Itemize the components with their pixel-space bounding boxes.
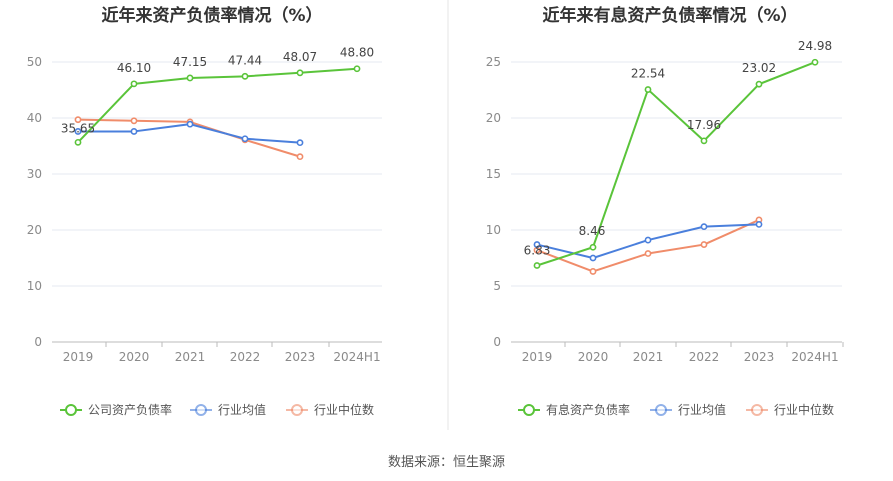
x-tick-label: 2020 [578, 350, 609, 364]
legend-item-avg: 行业均值 [650, 402, 726, 417]
data-label: 48.80 [340, 46, 374, 60]
legend-swatch-marker [523, 404, 535, 416]
data-label: 47.15 [173, 55, 207, 69]
y-tick-label: 25 [486, 55, 501, 69]
y-tick-label: 0 [493, 335, 501, 349]
data-label: 48.07 [283, 50, 317, 64]
data-point-company [186, 74, 194, 82]
legend-label: 行业中位数 [314, 402, 374, 417]
data-label: 35.65 [61, 121, 95, 135]
series-line-median [536, 219, 760, 273]
x-tick-label: 2024H1 [333, 350, 380, 364]
y-tick-label: 15 [486, 167, 501, 181]
data-point-company [644, 86, 652, 93]
data-point-median [74, 116, 82, 124]
data-point-company [241, 72, 249, 80]
x-tick-label: 2022 [230, 350, 261, 364]
data-point-avg [130, 128, 138, 135]
data-point-avg [700, 223, 708, 231]
legend-label: 行业均值 [218, 402, 266, 417]
x-tick-label: 2019 [522, 350, 553, 364]
x-tick-label: 2019 [63, 350, 94, 364]
legend-label: 行业均值 [678, 402, 726, 417]
data-point-company [700, 137, 708, 145]
chart-title: 近年来资产负债率情况（%） [101, 5, 322, 26]
y-tick-label: 40 [27, 111, 42, 125]
data-label: 47.44 [228, 53, 262, 67]
data-point-company [811, 58, 819, 66]
legend-swatch-marker [655, 404, 667, 416]
data-point-company [353, 65, 361, 73]
data-label: 17.96 [687, 118, 721, 132]
data-point-company [74, 138, 82, 146]
data-label: 24.98 [798, 39, 832, 53]
data-point-avg [241, 135, 249, 143]
data-point-company [755, 80, 763, 88]
data-point-median [700, 241, 708, 248]
data-point-company [296, 69, 304, 77]
data-point-company [533, 262, 541, 269]
data-point-median [589, 268, 597, 275]
y-tick-label: 0 [34, 335, 42, 349]
legend-swatch-marker [291, 404, 303, 416]
y-tick-label: 10 [486, 223, 501, 237]
data-point-avg [755, 220, 763, 228]
data-point-company [589, 243, 597, 251]
data-point-avg [589, 254, 597, 262]
data-label: 23.02 [742, 61, 776, 75]
y-tick-label: 10 [27, 279, 42, 293]
x-tick-label: 2020 [119, 350, 150, 364]
legend-label: 有息资产负债率 [546, 402, 630, 417]
data-point-avg [533, 241, 541, 248]
data-point-median [130, 117, 138, 125]
legend-label: 公司资产负债率 [88, 402, 172, 417]
x-tick-label: 2023 [744, 350, 775, 364]
legend-item-median: 行业中位数 [746, 402, 834, 417]
legend-item-avg: 行业均值 [190, 402, 266, 417]
legend-swatch-marker [751, 404, 763, 416]
left-chart: 近年来资产负债率情况（%） 0 10 20 30 40 50 2019 2020 2021 2022… [27, 5, 382, 417]
legend-swatch-marker [65, 404, 77, 416]
data-point-median [644, 250, 652, 257]
data-label: 6.83 [524, 244, 551, 258]
source-note: 数据来源：恒生聚源 [387, 455, 505, 470]
data-point-avg [296, 139, 304, 147]
x-tick-label: 2023 [285, 350, 316, 364]
x-tick-label: 2021 [175, 350, 206, 364]
x-tick-label: 2024H1 [791, 350, 838, 364]
data-point-avg [644, 236, 652, 244]
x-tick-label: 2022 [689, 350, 720, 364]
data-point-company [130, 80, 138, 88]
data-point-median [296, 153, 304, 161]
y-tick-label: 50 [27, 55, 42, 69]
series-line-company [77, 67, 358, 144]
legend-item-company: 有息资产负债率 [518, 402, 630, 417]
x-tick-label: 2021 [633, 350, 664, 364]
data-label: 22.54 [631, 67, 665, 81]
legend-swatch-marker [195, 404, 207, 416]
chart-title: 近年来有息资产负债率情况（%） [542, 5, 797, 26]
y-tick-label: 20 [27, 223, 42, 237]
legend-label: 行业中位数 [774, 402, 834, 417]
right-chart: 近年来有息资产负债率情况（%） 0 5 10 15 20 25 2019 2020 2021 202… [486, 5, 844, 417]
y-tick-label: 5 [493, 279, 501, 293]
data-label: 46.10 [117, 61, 151, 75]
legend-item-company: 公司资产负债率 [60, 402, 172, 417]
y-tick-label: 20 [486, 111, 501, 125]
data-label: 8.46 [579, 224, 606, 238]
series-line-company [536, 61, 816, 267]
legend-item-median: 行业中位数 [286, 402, 374, 417]
data-point-avg [186, 120, 194, 128]
y-tick-label: 30 [27, 167, 42, 181]
data-point-avg [74, 128, 82, 135]
